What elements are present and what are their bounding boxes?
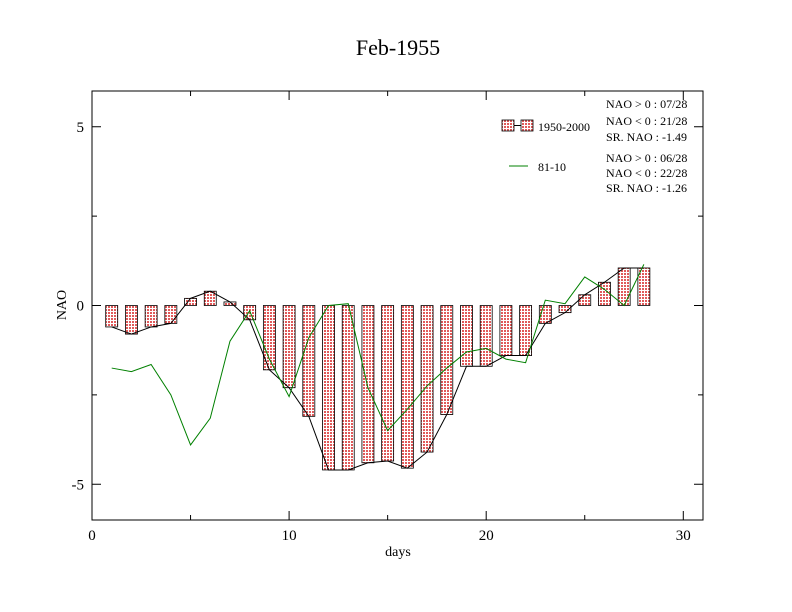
x-tick-label: 0 bbox=[88, 528, 96, 544]
stat-1950-sr: SR. NAO : -1.49 bbox=[606, 130, 687, 144]
legend: 1950-2000 81-10 NAO > 0 : 07/28 NAO < 0 … bbox=[501, 97, 687, 195]
stat-8110-sr: SR. NAO : -1.26 bbox=[606, 181, 687, 195]
stat-1950-neg: NAO < 0 : 21/28 bbox=[606, 114, 687, 128]
bar bbox=[479, 305, 493, 367]
bar bbox=[302, 305, 316, 417]
bar bbox=[400, 305, 414, 469]
bar bbox=[420, 305, 434, 453]
bar bbox=[440, 305, 454, 415]
bar bbox=[598, 281, 611, 306]
bar bbox=[144, 305, 158, 328]
bar bbox=[105, 305, 119, 328]
line-81-10 bbox=[111, 264, 645, 446]
legend-swatch-1950-2000-right bbox=[520, 119, 534, 132]
stat-8110-neg: NAO < 0 : 22/28 bbox=[606, 166, 687, 180]
bar bbox=[341, 305, 355, 471]
bar bbox=[282, 305, 296, 389]
bar bbox=[499, 305, 513, 356]
x-tick-label: 20 bbox=[479, 528, 494, 544]
bar-series-1950-2000 bbox=[105, 267, 651, 471]
bar bbox=[617, 267, 631, 306]
bar bbox=[125, 305, 138, 335]
y-tick-label: -5 bbox=[72, 477, 85, 493]
y-axis-label: NAO bbox=[55, 290, 70, 320]
line-1950-2000 bbox=[111, 267, 644, 471]
legend-label-1950-2000: 1950-2000 bbox=[538, 120, 590, 134]
axis-ticks: 0 10 20 30 -5 0 5 bbox=[72, 91, 703, 544]
legend-label-81-10: 81-10 bbox=[538, 160, 566, 174]
x-tick-label: 10 bbox=[282, 528, 297, 544]
x-axis-label: days bbox=[385, 545, 411, 560]
stat-1950-pos: NAO > 0 : 07/28 bbox=[606, 97, 687, 111]
line-series bbox=[111, 264, 645, 471]
y-tick-label: 5 bbox=[77, 120, 85, 136]
bar bbox=[322, 305, 335, 471]
bar bbox=[460, 305, 473, 367]
chart-title: Feb-1955 bbox=[356, 35, 440, 60]
legend-swatch-1950-2000-left bbox=[501, 119, 515, 132]
y-tick-label: 0 bbox=[77, 299, 85, 315]
bar bbox=[164, 305, 178, 324]
bar bbox=[361, 305, 375, 464]
stat-8110-pos: NAO > 0 : 06/28 bbox=[606, 151, 687, 165]
x-tick-label: 30 bbox=[676, 528, 691, 544]
bar bbox=[381, 305, 395, 462]
bar bbox=[578, 294, 592, 306]
